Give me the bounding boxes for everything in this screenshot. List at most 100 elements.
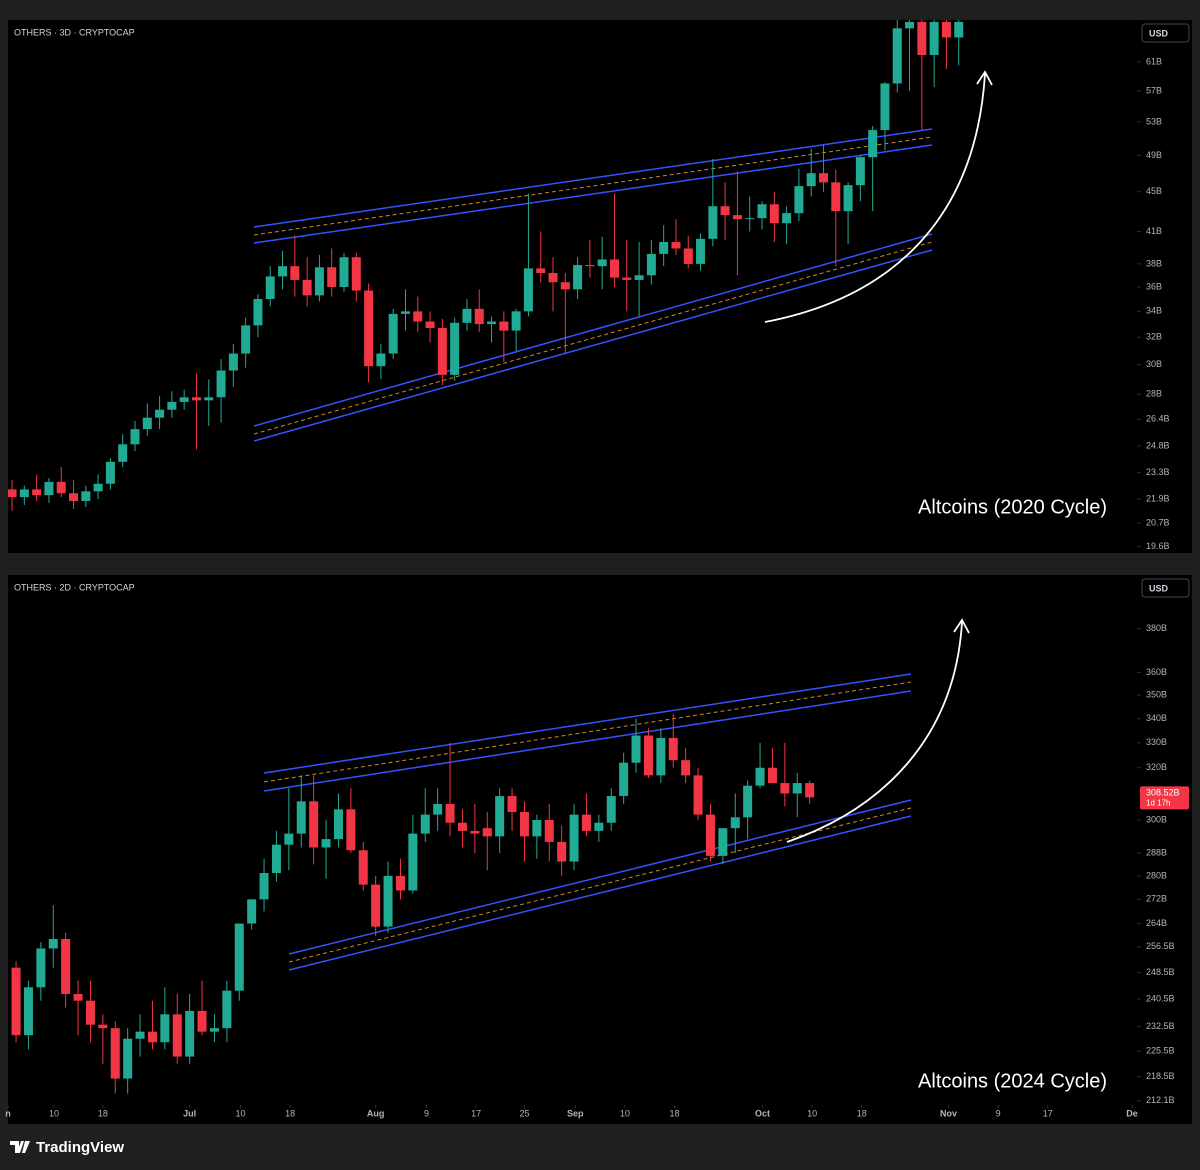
candle-body xyxy=(880,83,890,131)
candle-body xyxy=(450,322,460,375)
candle-body xyxy=(659,242,669,254)
candle-body xyxy=(241,325,251,354)
candle-body xyxy=(19,489,29,498)
y-tick-label: 288B xyxy=(1146,847,1167,857)
candle-body xyxy=(743,785,753,818)
x-tick-label: De xyxy=(1126,1108,1138,1118)
candle-body xyxy=(732,215,742,220)
x-tick-label: 10 xyxy=(807,1108,817,1118)
candle-body xyxy=(118,444,128,462)
candle-body xyxy=(142,417,152,430)
candle-body xyxy=(631,735,641,763)
candle-body xyxy=(656,737,666,776)
candle-body xyxy=(843,185,853,212)
candle-body xyxy=(780,783,790,794)
candle-body xyxy=(767,767,777,784)
candle-body xyxy=(32,489,42,496)
candle-body xyxy=(755,767,765,786)
x-tick-label: 18 xyxy=(285,1108,295,1118)
candle-body xyxy=(730,817,740,829)
candle-body xyxy=(569,814,579,862)
candle-body xyxy=(23,987,33,1036)
candle-body xyxy=(557,841,567,862)
candle-body xyxy=(191,397,201,401)
candle-body xyxy=(73,993,83,1001)
candle-body xyxy=(259,872,269,900)
y-tick-label: 53B xyxy=(1146,116,1162,126)
candle-body xyxy=(265,276,275,299)
candle-body xyxy=(705,814,715,856)
y-tick-label: 36B xyxy=(1146,281,1162,291)
y-tick-label: 57B xyxy=(1146,85,1162,95)
chart-title: OTHERS · 3D · CRYPTOCAP xyxy=(14,27,135,37)
candle-body xyxy=(594,822,604,831)
y-tick-label: 248.5B xyxy=(1146,967,1175,977)
x-tick-label: 10 xyxy=(235,1108,245,1118)
y-tick-label: 272B xyxy=(1146,894,1167,904)
x-tick-label: Sep xyxy=(567,1108,584,1118)
candle-body xyxy=(371,884,381,927)
candle-body xyxy=(619,762,629,797)
candle-body xyxy=(333,809,343,840)
candle-body xyxy=(327,267,337,287)
candle-body xyxy=(234,923,244,991)
candle-body xyxy=(216,370,226,398)
y-tick-label: 23.3B xyxy=(1146,467,1170,477)
candle-body xyxy=(470,830,480,834)
candle-body xyxy=(954,21,964,38)
candle-body xyxy=(585,265,595,267)
candle-body xyxy=(437,328,447,375)
candle-body xyxy=(855,157,865,186)
candle-body xyxy=(769,204,779,224)
candle-body xyxy=(364,290,374,367)
footer: TradingView xyxy=(10,1139,124,1156)
candle-body xyxy=(745,218,755,220)
candle-body xyxy=(395,875,405,891)
candle-body xyxy=(296,801,306,834)
y-tick-label: 360B xyxy=(1146,667,1167,677)
candle-body xyxy=(519,811,529,837)
candle-body xyxy=(123,1038,133,1079)
candle-body xyxy=(782,213,792,224)
chart-title: OTHERS · 2D · CRYPTOCAP xyxy=(14,582,135,592)
candle-body xyxy=(581,814,591,831)
y-tick-label: 21.9B xyxy=(1146,493,1170,503)
x-tick-label: Aug xyxy=(367,1108,385,1118)
last-price-label: 308.52B xyxy=(1146,788,1180,798)
candle-body xyxy=(105,461,115,484)
plot-bottom xyxy=(11,618,970,1094)
candle-body xyxy=(511,311,521,331)
candle-body xyxy=(204,397,214,401)
annotation: Altcoins (2020 Cycle) xyxy=(918,496,1107,518)
x-tick-label: Nov xyxy=(940,1108,957,1118)
candle-body xyxy=(209,1028,219,1032)
candle-body xyxy=(868,130,878,158)
x-tick-label: 17 xyxy=(1043,1108,1053,1118)
candle-body xyxy=(560,282,570,290)
candle-body xyxy=(757,204,767,219)
brand: TradingView xyxy=(36,1139,124,1156)
candle-body xyxy=(309,801,319,848)
candle-body xyxy=(93,483,103,492)
candle-body xyxy=(445,803,455,823)
x-tick-label: 10 xyxy=(620,1108,630,1118)
y-tick-label: 32B xyxy=(1146,332,1162,342)
candle-body xyxy=(85,1000,95,1025)
candle-body xyxy=(693,775,703,815)
candle-body xyxy=(462,308,472,323)
y-tick-label: 264B xyxy=(1146,918,1167,928)
candle-body xyxy=(420,814,430,834)
candle-body xyxy=(792,783,802,794)
candle-body xyxy=(284,833,294,845)
candle-body xyxy=(544,820,554,842)
plot-top xyxy=(8,20,993,511)
candle-body xyxy=(228,353,238,371)
candle-body xyxy=(172,1014,182,1057)
annotation: Altcoins (2024 Cycle) xyxy=(918,1070,1107,1092)
candle-body xyxy=(831,182,841,212)
arrow-top xyxy=(764,70,993,323)
candle-body xyxy=(413,311,423,322)
candle-body xyxy=(290,266,300,280)
candle-body xyxy=(278,266,288,277)
